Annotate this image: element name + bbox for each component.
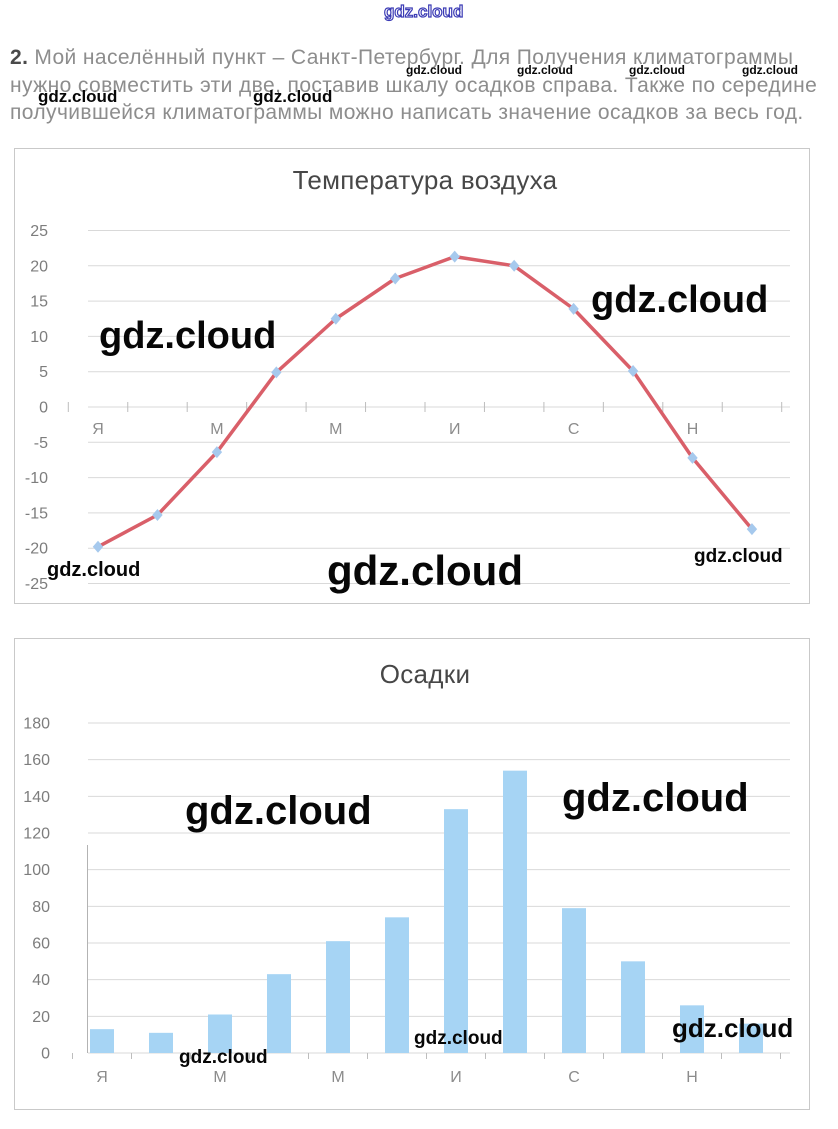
watermark: gdz.cloud [414,1028,503,1049]
temperature-line-chart: 25 20 15 10 5 0 -5 -10 -15 -20 -25 Я М М И С Н [25,223,790,593]
svg-text:М: М [331,1069,344,1086]
svg-text:140: 140 [23,789,50,806]
svg-text:80: 80 [32,899,50,916]
svg-text:100: 100 [23,862,50,879]
watermark: gdz.cloud [383,2,464,21]
temperature-chart-title: Температура воздуха [292,165,558,195]
svg-text:160: 160 [23,752,50,769]
watermark: gdz.cloud [591,279,769,321]
svg-text:60: 60 [32,936,50,953]
svg-text:Я: Я [96,1069,108,1086]
task-line-3: получившейся климатограммы можно написат… [10,101,804,124]
svg-text:С: С [568,1069,580,1086]
task-number: 2. [10,46,29,69]
svg-text:120: 120 [23,826,50,843]
watermark: gdz.cloud [38,87,118,106]
svg-text:И: И [449,421,461,438]
svg-text:М: М [210,421,223,438]
svg-text:20: 20 [32,1009,50,1026]
svg-text:0: 0 [39,400,48,417]
svg-text:-10: -10 [25,470,48,487]
svg-text:10: 10 [30,329,48,346]
svg-text:40: 40 [32,972,50,989]
temperature-chart-panel: Температура воздуха 25 20 15 10 5 0 -5 -10 -15 -2… [14,148,810,604]
svg-text:0: 0 [41,1046,50,1063]
watermark: gdz.cloud [517,63,573,77]
task-text: 2. Мой населённый пункт – Санкт-Петербург… [10,44,836,127]
svg-text:М: М [329,421,342,438]
svg-text:20: 20 [30,258,48,275]
watermark: gdz.cloud [629,63,685,77]
precipitation-chart-title: Осадки [379,659,471,689]
svg-text:Н: Н [686,1069,698,1086]
svg-text:-25: -25 [25,576,48,593]
svg-text:Н: Н [687,421,699,438]
watermark: gdz.cloud [694,546,783,567]
task-line-1-text: Мой населённый пункт – Санкт-Петербург. … [34,46,794,69]
watermark: gdz.cloud [406,63,462,77]
svg-text:5: 5 [39,364,48,381]
svg-text:С: С [568,421,580,438]
task-line-2: нужно совместить эти две, поставив шкалу… [10,73,818,97]
svg-text:-5: -5 [34,435,48,452]
watermark: gdz.cloud [185,789,372,833]
watermark: gdz.cloud [47,559,141,581]
watermark: gdz.cloud [327,547,523,594]
watermark: gdz.cloud [672,1013,794,1043]
svg-text:-15: -15 [25,505,48,522]
watermark: gdz.cloud [562,776,749,820]
watermark: gdz.cloud [742,63,798,77]
svg-text:Я: Я [92,421,104,438]
precipitation-chart-panel: Осадки 180 160 140 120 100 80 60 40 20 0 Я М М И С Н [14,638,810,1110]
svg-text:180: 180 [23,716,50,733]
svg-text:-20: -20 [25,541,48,558]
svg-text:И: И [450,1069,462,1086]
watermark: gdz.cloud [179,1047,268,1068]
precipitation-bar-chart: 180 160 140 120 100 80 60 40 20 0 Я М М И С Н [23,716,790,1086]
watermark: gdz.cloud [253,87,333,106]
svg-text:25: 25 [30,223,48,240]
svg-text:М: М [213,1069,226,1086]
watermark: gdz.cloud [99,315,277,357]
svg-text:15: 15 [30,294,48,311]
task-line-1: 2. Мой населённый пункт – Санкт-Петербург… [10,44,836,72]
